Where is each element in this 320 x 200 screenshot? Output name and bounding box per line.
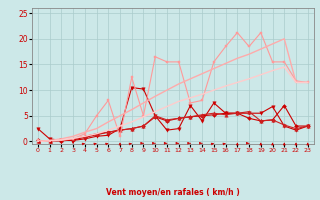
Text: Vent moyen/en rafales ( km/h ): Vent moyen/en rafales ( km/h ) (106, 188, 240, 197)
